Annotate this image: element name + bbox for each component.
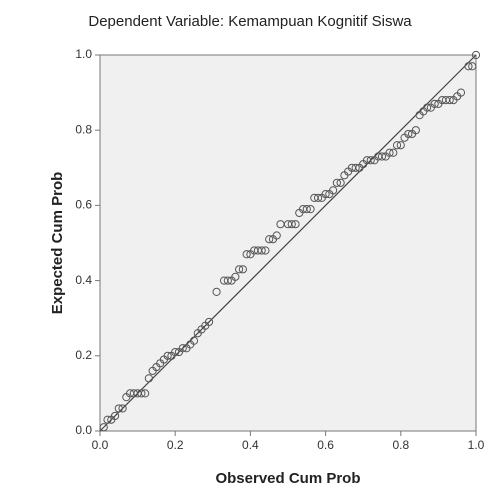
x-tick-label: 0.2 <box>167 438 184 452</box>
point <box>471 50 481 60</box>
point <box>257 246 266 255</box>
point <box>445 96 454 105</box>
point <box>336 178 345 187</box>
point <box>411 126 420 135</box>
point <box>212 287 221 296</box>
point <box>423 103 432 112</box>
point <box>351 163 360 172</box>
y-tick-label: 0.6 <box>75 198 92 212</box>
y-tick-label: 0.2 <box>75 348 92 362</box>
point <box>114 404 123 413</box>
point <box>204 317 214 327</box>
point <box>430 99 439 108</box>
point <box>396 141 405 150</box>
point <box>137 389 146 398</box>
point <box>389 148 398 157</box>
point <box>302 205 311 214</box>
point <box>329 186 338 195</box>
y-tick-label: 1.0 <box>75 47 92 61</box>
point <box>313 193 323 202</box>
point <box>265 235 274 244</box>
point <box>464 62 473 71</box>
point <box>110 411 120 421</box>
point <box>404 129 413 139</box>
point <box>366 156 375 165</box>
point <box>306 205 315 214</box>
point <box>272 231 281 240</box>
point <box>242 250 251 259</box>
point <box>468 62 477 71</box>
point <box>171 347 180 357</box>
x-tick-label: 0.4 <box>242 438 259 452</box>
x-tick-label: 0.8 <box>392 438 409 452</box>
point <box>321 190 330 199</box>
point <box>377 152 387 161</box>
point <box>261 246 270 255</box>
point <box>332 178 341 187</box>
point <box>287 220 296 229</box>
point <box>163 351 172 360</box>
point <box>103 415 112 424</box>
y-tick-label: 0.4 <box>75 273 92 287</box>
point <box>456 88 466 97</box>
point <box>141 389 150 398</box>
x-tick-label: 1.0 <box>468 438 485 452</box>
point <box>189 336 199 345</box>
point <box>99 423 108 432</box>
x-tick-label: 0.6 <box>317 438 334 452</box>
point <box>178 344 187 353</box>
y-tick-label: 0.8 <box>75 122 92 136</box>
chart-title: Dependent Variable: Kemampuan Kognitif S… <box>88 13 412 30</box>
point <box>238 265 247 274</box>
y-axis-label: Expected Cum Prob <box>49 172 66 315</box>
point <box>385 148 394 157</box>
point <box>144 374 153 383</box>
reference-line <box>99 54 477 432</box>
point <box>235 265 244 274</box>
point <box>223 276 232 285</box>
point <box>118 404 127 413</box>
y-tick-label: 0.0 <box>75 423 92 437</box>
point <box>392 141 402 150</box>
point <box>231 272 240 281</box>
point <box>291 220 300 229</box>
x-axis-label: Observed Cum Prob <box>215 470 360 487</box>
x-tick-label: 0.0 <box>92 438 109 452</box>
